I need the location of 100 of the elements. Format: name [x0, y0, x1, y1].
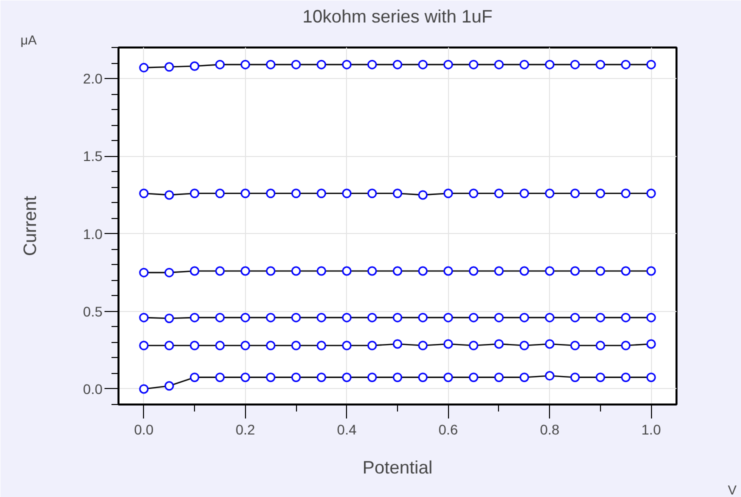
point: [164, 340, 174, 350]
point: [494, 266, 504, 276]
point: [646, 188, 656, 198]
point: [544, 266, 554, 276]
point: [520, 60, 530, 70]
point: [215, 340, 225, 350]
point: [139, 188, 149, 198]
y-tick-label: 0.5: [83, 303, 103, 320]
point: [621, 188, 631, 198]
x-tick-label: 0.0: [134, 422, 154, 438]
point: [544, 371, 554, 381]
point: [240, 340, 250, 350]
point: [190, 312, 200, 322]
point: [367, 372, 377, 382]
point: [443, 266, 453, 276]
point: [544, 188, 554, 198]
y-tick-label: 0.0: [83, 380, 103, 397]
point: [266, 340, 276, 350]
point: [494, 372, 504, 382]
point: [468, 60, 478, 70]
point: [596, 312, 606, 322]
point: [646, 372, 656, 382]
point: [139, 340, 149, 350]
point: [468, 188, 478, 198]
point: [316, 312, 326, 322]
point: [316, 188, 326, 198]
point: [367, 60, 377, 70]
point: [418, 60, 428, 70]
point: [342, 188, 352, 198]
point: [443, 312, 453, 322]
point: [443, 339, 453, 349]
point: [520, 312, 530, 322]
point: [570, 372, 580, 382]
point: [367, 312, 377, 322]
point: [544, 339, 554, 349]
point: [164, 314, 174, 324]
point: [392, 372, 402, 382]
point: [316, 60, 326, 70]
point: [621, 60, 631, 70]
point: [596, 340, 606, 350]
point: [291, 60, 301, 70]
point: [621, 372, 631, 382]
point: [190, 340, 200, 350]
point: [316, 372, 326, 382]
point: [266, 60, 276, 70]
point: [443, 372, 453, 382]
point: [418, 266, 428, 276]
point: [240, 60, 250, 70]
point: [520, 266, 530, 276]
point: [342, 372, 352, 382]
point: [418, 340, 428, 350]
point: [316, 340, 326, 350]
point: [544, 312, 554, 322]
point: [646, 339, 656, 349]
point: [342, 312, 352, 322]
point: [621, 312, 631, 322]
x-tick-label: 1.0: [641, 422, 662, 438]
point: [342, 340, 352, 350]
point: [392, 60, 402, 70]
point: [621, 266, 631, 276]
point: [494, 339, 504, 349]
point: [139, 312, 149, 322]
point: [392, 339, 402, 349]
point: [392, 266, 402, 276]
point: [392, 312, 402, 322]
point: [570, 312, 580, 322]
point: [596, 266, 606, 276]
point: [240, 312, 250, 322]
x-tick-label: 0.4: [337, 422, 357, 438]
point: [443, 188, 453, 198]
point: [367, 340, 377, 350]
x-axis-title: Potential: [362, 458, 433, 478]
point: [646, 266, 656, 276]
y-tick-label: 2.0: [83, 70, 103, 87]
x-tick-label: 0.2: [236, 422, 256, 438]
point: [215, 60, 225, 70]
point: [443, 60, 453, 70]
point: [596, 372, 606, 382]
point: [520, 188, 530, 198]
point: [164, 190, 174, 200]
point: [570, 60, 580, 70]
point: [342, 266, 352, 276]
point: [520, 372, 530, 382]
point: [468, 340, 478, 350]
point: [418, 190, 428, 200]
point: [139, 62, 149, 72]
point: [291, 188, 301, 198]
point: [342, 60, 352, 70]
point: [215, 188, 225, 198]
point: [139, 384, 149, 394]
text: μA: [20, 32, 37, 48]
point: [646, 312, 656, 322]
point: [494, 188, 504, 198]
point: [266, 372, 276, 382]
point: [494, 60, 504, 70]
point: [215, 372, 225, 382]
point: [646, 60, 656, 70]
point: [215, 312, 225, 322]
y-axis-title: Current: [20, 196, 40, 256]
point: [164, 268, 174, 278]
